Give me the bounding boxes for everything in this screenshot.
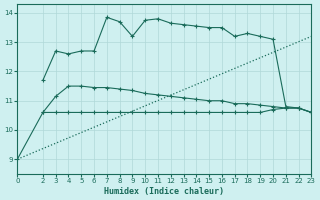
X-axis label: Humidex (Indice chaleur): Humidex (Indice chaleur) (104, 187, 224, 196)
